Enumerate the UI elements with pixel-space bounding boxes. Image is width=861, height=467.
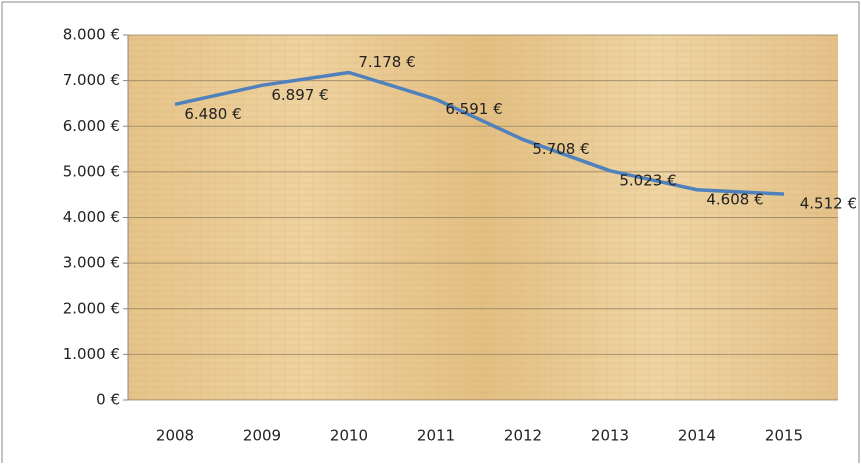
data-label: 6.480 € (184, 105, 241, 123)
line (174, 70, 785, 196)
data-label: 6.591 € (445, 100, 502, 118)
data-label: 4.512 € (800, 195, 857, 213)
y-tick-label: 3.000 € (63, 254, 120, 272)
y-tick-label: 8.000 € (63, 26, 120, 44)
x-tick-label: 2010 (330, 427, 368, 445)
y-tick-label: 2.000 € (63, 299, 120, 317)
data-label: 7.178 € (358, 53, 415, 71)
y-tick-label: 4.000 € (63, 208, 120, 226)
x-tick-label: 2015 (765, 427, 803, 445)
y-tick-label: 6.000 € (63, 117, 120, 135)
x-tick-label: 2014 (678, 427, 716, 445)
y-tick-label: 7.000 € (63, 71, 120, 89)
x-tick-label: 2011 (417, 427, 455, 445)
x-tick-label: 2013 (591, 427, 629, 445)
y-tick-label: 1.000 € (63, 345, 120, 363)
x-tick-label: 2009 (243, 427, 281, 445)
data-label: 5.023 € (619, 171, 676, 189)
y-tick-label: 5.000 € (63, 162, 120, 180)
x-tick-label: 2008 (156, 427, 194, 445)
data-label: 4.608 € (706, 190, 763, 208)
data-label: 6.897 € (271, 86, 328, 104)
data-label: 5.708 € (532, 140, 589, 158)
y-tick-label: 0 € (96, 391, 120, 409)
x-tick-label: 2012 (504, 427, 542, 445)
